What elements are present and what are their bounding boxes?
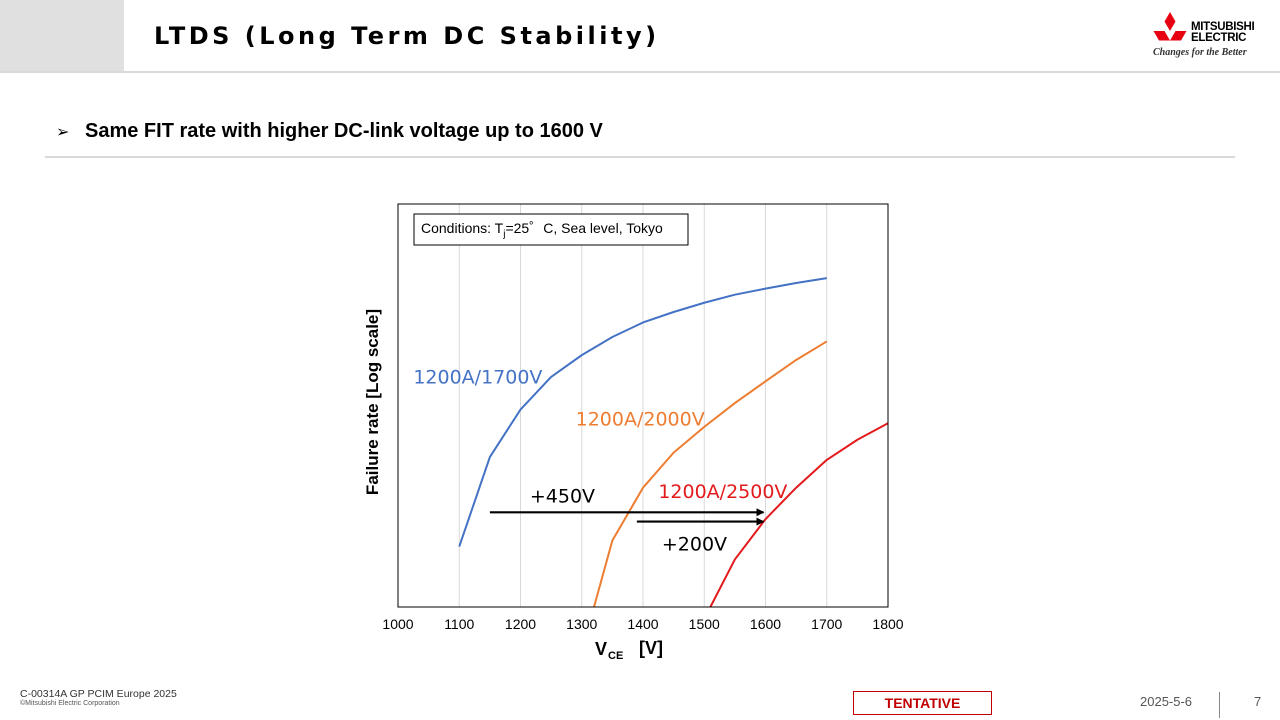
page-number: 7 (1254, 694, 1262, 709)
footer-date: 2025-5-6 (1140, 694, 1193, 709)
series-label-3: 1200A/2500V (658, 481, 787, 503)
conditions-subscript: j (502, 229, 505, 240)
x-tick-label-1300: 1300 (566, 616, 597, 632)
title-divider (0, 71, 1280, 73)
x-axis-label-sub: CE (608, 650, 623, 662)
x-tick-label-1000: 1000 (382, 616, 413, 632)
series-label-1: 1200A/1700V (413, 366, 542, 388)
three-diamonds-logo-icon (1153, 12, 1187, 41)
series-line-1 (458, 277, 827, 547)
x-tick-label-1500: 1500 (689, 616, 720, 632)
bullet-divider (45, 156, 1235, 158)
tentative-stamp: TENTATIVE (853, 691, 992, 715)
logo-wordmark-line1: MITSUBISHI (1191, 21, 1255, 33)
x-tick-label-1400: 1400 (627, 616, 658, 632)
x-tick-label-1600: 1600 (750, 616, 781, 632)
series-line-2 (593, 340, 828, 607)
conditions-box: Conditions: Tj=25゜C, Sea level, Tokyo (413, 213, 689, 246)
shift-label-1: +450V (530, 485, 595, 507)
conditions-suffix: =25゜C, Sea level, Tokyo (505, 220, 663, 236)
x-axis-label: V CE [V] (595, 638, 663, 662)
x-tick-label-1100: 1100 (444, 616, 474, 632)
x-tick-label-1200: 1200 (505, 616, 536, 632)
logo-wordmark-line2: ELECTRIC (1191, 32, 1247, 44)
failure-rate-chart: 1200A/1700V 1200A/2000V 1200A/2500V +450V +… (363, 203, 904, 662)
logo-tagline: Changes for the Better (1153, 47, 1247, 58)
logo-wordmark: MITSUBISHI ELECTRIC (1191, 21, 1255, 44)
x-axis-label-main: V (595, 639, 607, 659)
x-axis-label-unit: [V] (639, 638, 663, 658)
x-tick-label-1700: 1700 (811, 616, 842, 632)
bullet-headline: Same FIT rate with higher DC-link voltag… (85, 120, 603, 142)
series-label-2: 1200A/2000V (576, 409, 705, 431)
title-accent-block (0, 0, 124, 72)
shift-label-2: +200V (662, 534, 727, 556)
footer-doc-id: C-00314A GP PCIM Europe 2025 (20, 688, 177, 700)
svg-text:Conditions: Tj=25゜C, Sea level: Conditions: Tj=25゜C, Sea level, Tokyo (421, 220, 663, 240)
conditions-prefix: Conditions: T (421, 220, 504, 236)
plot-frame (397, 203, 889, 608)
footer-separator (1219, 692, 1220, 718)
series-line-3 (709, 422, 888, 607)
bullet-arrow-icon: ➢ (56, 124, 70, 141)
footer-copyright: ©Mitsubishi Electric Corporation (20, 700, 120, 707)
page-title: LTDS (Long Term DC Stability) (154, 22, 660, 50)
company-logo: MITSUBISHI ELECTRIC Changes for the Bett… (1152, 12, 1264, 62)
x-tick-label-1800: 1800 (872, 616, 903, 632)
y-axis-label: Failure rate [Log scale] (363, 309, 382, 495)
